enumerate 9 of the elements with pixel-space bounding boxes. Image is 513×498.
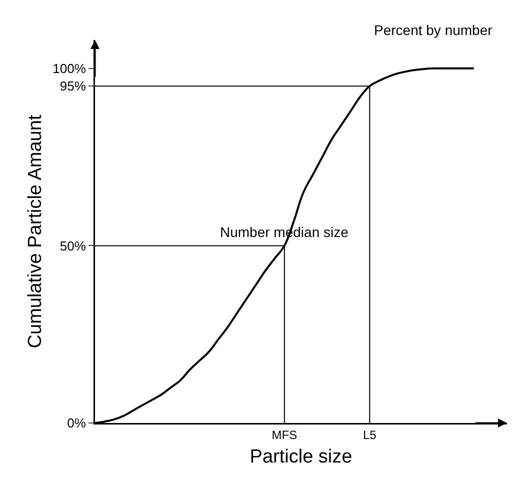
x-tick-label: L5 bbox=[362, 428, 377, 442]
x-tick-label: MFS bbox=[272, 428, 298, 442]
y-tick-label: 100% bbox=[52, 60, 86, 76]
y-axis-title: Cumulative Particle Amaunt bbox=[24, 114, 46, 348]
text: Percent by number bbox=[374, 22, 493, 38]
y-tick-label: 95% bbox=[60, 78, 86, 94]
y-tick-label: 50% bbox=[60, 238, 86, 254]
x-axis-title: Particle size bbox=[250, 446, 352, 468]
y-tick-label: 0% bbox=[67, 416, 86, 431]
